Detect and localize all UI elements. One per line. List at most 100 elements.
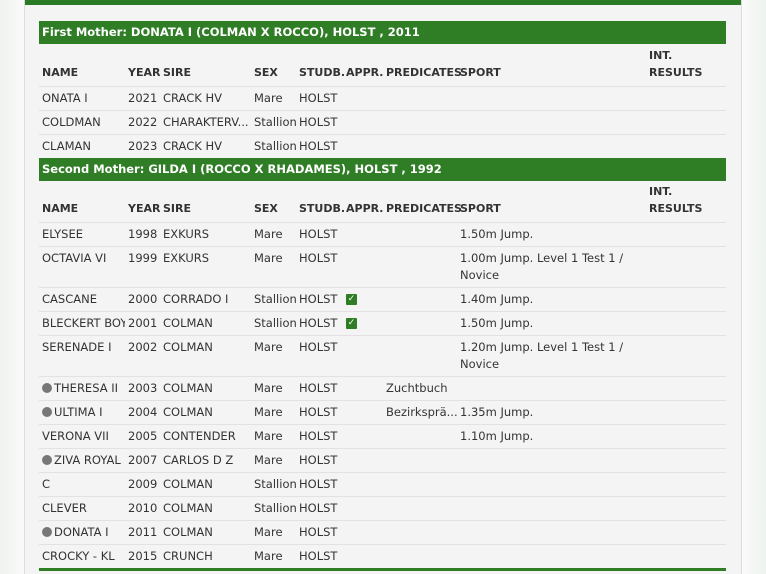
table-row[interactable]: ONATA I 2021 CRACK HV Mare HOLST: [39, 85, 726, 110]
cell-name[interactable]: DONATA I: [39, 520, 125, 545]
cell-studbook: HOLST: [296, 376, 343, 401]
table-row[interactable]: OCTAVIA VI 1999 EXKURS Mare HOLST 1.00m Jump.…: [39, 246, 726, 288]
table-row[interactable]: CASCANE 2000 CORRADO I Stallion HOLST ✓ 1.40m …: [39, 287, 726, 312]
cell-name[interactable]: OCTAVIA VI: [39, 246, 125, 288]
cell-studbook: HOLST: [296, 400, 343, 425]
cell-sire: CONTENDER: [160, 424, 251, 449]
horse-name-link[interactable]: CLAMAN: [42, 138, 91, 153]
horse-name-link[interactable]: DONATA I: [54, 525, 109, 539]
cell-name[interactable]: CASCANE: [39, 287, 125, 312]
cell-studbook: HOLST: [296, 520, 343, 545]
cell-name[interactable]: COLDMAN: [39, 109, 125, 134]
horse-name-link[interactable]: ZIVA ROYAL: [54, 453, 121, 467]
cell-int-results: [646, 544, 726, 568]
cell-approved: [343, 496, 383, 521]
cell-approved: [343, 109, 383, 134]
table-row[interactable]: COLDMAN 2022 CHARAKTERV... Stallion HOLST: [39, 109, 726, 134]
cell-int-results: [646, 311, 726, 336]
cell-sex: Stallion: [251, 472, 296, 497]
horse-profile-icon: [42, 383, 52, 393]
horse-name-link[interactable]: ELYSEE: [42, 227, 84, 241]
cell-name[interactable]: ULTIMA I: [39, 400, 125, 425]
cell-name[interactable]: CLAMAN: [39, 133, 125, 158]
cell-predicates: [383, 246, 457, 288]
cell-year: 2001: [125, 311, 160, 336]
cell-name[interactable]: ONATA I: [39, 85, 125, 110]
horse-name-link[interactable]: ULTIMA I: [54, 405, 103, 419]
table-row[interactable]: SERENADE I 2002 COLMAN Mare HOLST 1.20m Jump.…: [39, 335, 726, 377]
cell-sex: Stallion: [251, 287, 296, 312]
table-row[interactable]: CLAMAN 2023 CRACK HV Stallion HOLST: [39, 133, 726, 158]
cell-sport: [457, 496, 646, 521]
cell-predicates: [383, 85, 457, 110]
cell-sport: 1.50m Jump.: [457, 311, 646, 336]
cell-sport: 1.50m Jump.: [457, 222, 646, 247]
cell-name[interactable]: CLEVER: [39, 496, 125, 521]
cell-studbook: HOLST: [296, 109, 343, 134]
cell-predicates: [383, 424, 457, 449]
horse-name-link[interactable]: CLEVER: [42, 501, 87, 515]
table-row[interactable]: CROCKY - KL 2015 CRUNCH Mare HOLST: [39, 544, 726, 568]
cell-sex: Stallion: [251, 496, 296, 521]
column-header-sire: SIRE: [163, 202, 191, 215]
cell-year: 2015: [125, 544, 160, 568]
cell-int-results: [646, 424, 726, 449]
column-header-approved: APPR.: [346, 65, 384, 79]
horse-name-link[interactable]: C: [42, 477, 51, 491]
table-row[interactable]: DONATA I 2011 COLMAN Mare HOLST: [39, 520, 726, 545]
cell-int-results: [646, 520, 726, 545]
cell-year: 2007: [125, 448, 160, 473]
pedigree-offspring-panel: First Mother: DONATA I (COLMAN X ROCCO),…: [24, 0, 742, 574]
cell-int-results: [646, 109, 726, 134]
table-row[interactable]: CLEVER 2010 COLMAN Stallion HOLST: [39, 496, 726, 521]
column-header-sex: SEX: [254, 202, 278, 215]
cell-studbook: HOLST: [296, 448, 343, 473]
cell-predicates: [383, 133, 457, 158]
horse-name-link[interactable]: OCTAVIA VI: [42, 251, 107, 265]
column-header-predicates: PREDICATES: [386, 202, 462, 215]
cell-sire: COLMAN: [160, 311, 251, 336]
cell-year: 2022: [125, 109, 160, 134]
cell-name[interactable]: VERONA VII: [39, 424, 125, 449]
table-row[interactable]: VERONA VII 2005 CONTENDER Mare HOLST 1.10m Ju…: [39, 424, 726, 449]
cell-name[interactable]: ELYSEE: [39, 222, 125, 247]
cell-sex: Mare: [251, 448, 296, 473]
table-row[interactable]: ELYSEE 1998 EXKURS Mare HOLST 1.50m Jump.: [39, 222, 726, 247]
cell-predicates: Bezirksprä...: [383, 400, 457, 425]
cell-sex: Mare: [251, 400, 296, 425]
bottom-green-bar: [39, 568, 726, 571]
cell-sire: EXKURS: [160, 222, 251, 247]
horse-name-link[interactable]: CASCANE: [42, 292, 97, 306]
cell-predicates: [383, 287, 457, 312]
cell-sex: Mare: [251, 222, 296, 247]
cell-sport: [457, 544, 646, 568]
horse-name-link[interactable]: CROCKY - KL: [42, 549, 115, 563]
cell-sire: COLMAN: [160, 496, 251, 521]
cell-name[interactable]: C: [39, 472, 125, 497]
cell-name[interactable]: SERENADE I: [39, 335, 125, 377]
cell-int-results: [646, 335, 726, 377]
cell-approved: [343, 335, 383, 377]
table-header-row: NAME YEAR SIRE SEX STUDB. APPR. PREDICATES SPOR…: [39, 181, 726, 223]
table-row[interactable]: ULTIMA I 2004 COLMAN Mare HOLST Bezirksprä...…: [39, 400, 726, 425]
offspring-table: NAME YEAR SIRE SEX STUDB. APPR. PREDICATES SPOR…: [39, 44, 726, 158]
table-row[interactable]: THERESA II 2003 COLMAN Mare HOLST Zuchtbuch: [39, 376, 726, 401]
horse-name-link[interactable]: ONATA I: [42, 90, 88, 105]
column-header-predicates: PREDICATES: [386, 65, 462, 79]
column-header-int-results: INT. RESULTS: [649, 48, 703, 79]
horse-name-link[interactable]: VERONA VII: [42, 429, 109, 443]
cell-sex: Mare: [251, 424, 296, 449]
table-row[interactable]: BLECKERT BOY 2001 COLMAN Stallion HOLST ✓ 1.50…: [39, 311, 726, 336]
horse-name-link[interactable]: BLECKERT BOY: [42, 316, 125, 330]
cell-year: 2009: [125, 472, 160, 497]
table-row[interactable]: ZIVA ROYAL 2007 CARLOS D Z Mare HOLST: [39, 448, 726, 473]
cell-name[interactable]: ZIVA ROYAL: [39, 448, 125, 473]
table-row[interactable]: C 2009 COLMAN Stallion HOLST: [39, 472, 726, 497]
cell-name[interactable]: THERESA II: [39, 376, 125, 401]
horse-name-link[interactable]: COLDMAN: [42, 114, 101, 129]
horse-name-link[interactable]: THERESA II: [54, 381, 119, 395]
cell-sport: 1.20m Jump. Level 1 Test 1 / Novice: [457, 335, 646, 377]
cell-name[interactable]: BLECKERT BOY: [39, 311, 125, 336]
horse-name-link[interactable]: SERENADE I: [42, 340, 112, 354]
cell-name[interactable]: CROCKY - KL: [39, 544, 125, 568]
